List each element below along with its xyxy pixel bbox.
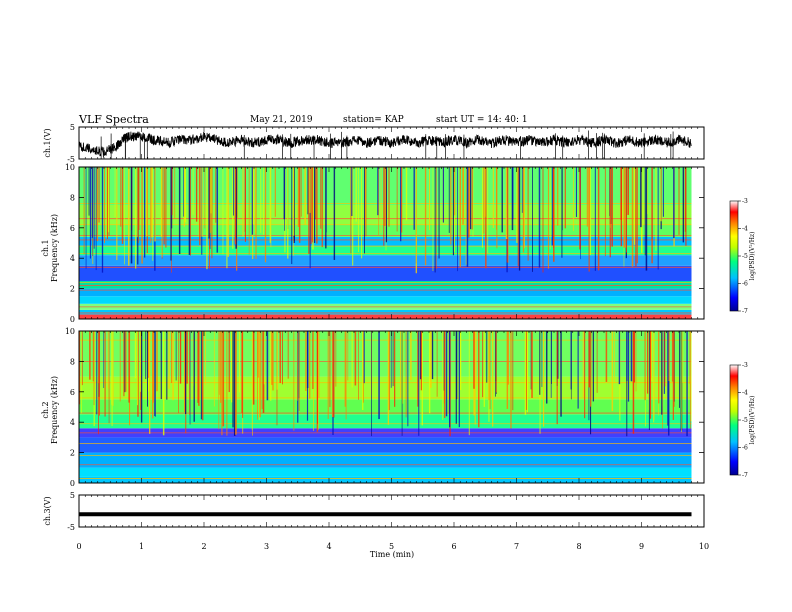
spectral-band [79, 314, 692, 319]
y-tick-label: -5 [67, 523, 75, 532]
spectral-band [79, 414, 692, 429]
colorbar-label: log(PSD)(V²/Hz) [749, 396, 756, 445]
y-tick-label: 5 [70, 491, 75, 500]
spectral-band [79, 255, 692, 266]
date-label: May 21, 2019 [250, 115, 313, 125]
spectral-band [79, 236, 692, 247]
colorbar-tick-label: -3 [742, 198, 748, 205]
colorbar-tick-label: -4 [742, 226, 748, 233]
spectral-band [79, 399, 692, 415]
colorbar-ch2: -3 -4 -5 -6 -7 log(PSD)(V²/Hz) [729, 362, 756, 479]
panel-frame [78, 166, 705, 320]
ch2-freq-ylabel: Frequency (kHz) [50, 376, 59, 444]
colorbar-tick-label: -7 [742, 472, 748, 479]
y-tick-label: 5 [70, 123, 75, 132]
colorbar-tick-label: -4 [742, 390, 748, 397]
colorbar-tick-label: -6 [742, 281, 748, 288]
ch1-spectrogram-panel: 0 2 4 6 8 10 [65, 163, 705, 324]
y-tick-label: 8 [70, 357, 75, 366]
y-tick-label: 6 [70, 388, 75, 397]
y-tick-label: 8 [70, 193, 75, 202]
panel-frame [78, 126, 705, 160]
spectral-band [79, 331, 692, 377]
ch2-spectrogram-panel: 0 2 4 6 8 10 [65, 327, 705, 488]
spectral-band [79, 246, 692, 256]
y-tick-label: 10 [65, 163, 75, 172]
colorbar-ch1: -3 -4 -5 -6 -7 log(PSD)(V²/Hz) [729, 198, 756, 315]
x-tick-label: 6 [451, 542, 456, 551]
colorbar-gradient [729, 200, 739, 312]
no-data-area [691, 331, 704, 483]
ch1-ylabel: ch.1(V) [43, 128, 52, 157]
colorbar-tick-label: -6 [742, 445, 748, 452]
y-tick-label: 2 [70, 285, 75, 294]
y-tick-label: 10 [65, 327, 75, 336]
spectral-band [79, 476, 692, 483]
x-tick-label: 2 [201, 542, 206, 551]
spectral-band [79, 296, 692, 304]
y-tick-label: 0 [70, 479, 75, 488]
colorbar-tick-label: -5 [742, 417, 748, 424]
colorbar-tick-label: -7 [742, 308, 748, 315]
x-axis-label: Time (min) [370, 550, 414, 559]
spectral-band [79, 265, 692, 281]
x-tick-label: 10 [699, 542, 709, 551]
no-data-area [691, 167, 704, 319]
spectral-band [79, 281, 692, 289]
spectral-band [79, 224, 692, 237]
y-tick-label: 6 [70, 224, 75, 233]
spectral-band [79, 309, 692, 315]
colorbar-label: log(PSD)(V²/Hz) [749, 232, 756, 281]
station-label: station= KAP [343, 115, 404, 125]
y-tick-label: 2 [70, 449, 75, 458]
x-tick-label: 5 [389, 542, 394, 551]
spectral-band [79, 437, 692, 453]
ch1-trace [78, 131, 692, 158]
y-tick-label: 0 [70, 315, 75, 324]
ch2-channel-label: ch.2 [41, 401, 50, 418]
x-tick-labels: 0 1 2 3 4 5 6 7 8 9 10 [76, 542, 709, 551]
panel-frame [78, 494, 705, 528]
y-tick-label: 4 [70, 418, 75, 427]
spectral-band [79, 467, 692, 477]
y-tick-label: 4 [70, 254, 75, 263]
spectral-band [79, 376, 692, 400]
y-tick-label: -5 [67, 155, 75, 164]
x-tick-label: 9 [639, 542, 644, 551]
x-tick-label: 0 [76, 542, 81, 551]
colorbar-tick-label: -3 [742, 362, 748, 369]
figure-title: VLF Spectra [78, 113, 149, 126]
spectral-band [79, 288, 692, 297]
x-tick-label: 1 [139, 542, 144, 551]
ch3-ylabel: ch.3(V) [43, 496, 52, 525]
ch1-channel-label: ch.1 [41, 239, 50, 256]
x-tick-label: 4 [326, 542, 331, 551]
ch3-waveform-panel: -5 5 [67, 491, 705, 532]
x-tick-label: 8 [576, 542, 581, 551]
ch1-waveform-panel: -5 5 [67, 123, 705, 164]
x-tick-label: 7 [514, 542, 519, 551]
colorbar-gradient [729, 364, 739, 476]
panel-frame [78, 330, 705, 484]
colorbar-tick-label: -5 [742, 253, 748, 260]
start-time-label: start UT = 14: 40: 1 [436, 115, 528, 125]
spectral-band [79, 452, 692, 468]
ch1-freq-ylabel: Frequency (kHz) [50, 214, 59, 282]
x-tick-label: 3 [264, 542, 269, 551]
